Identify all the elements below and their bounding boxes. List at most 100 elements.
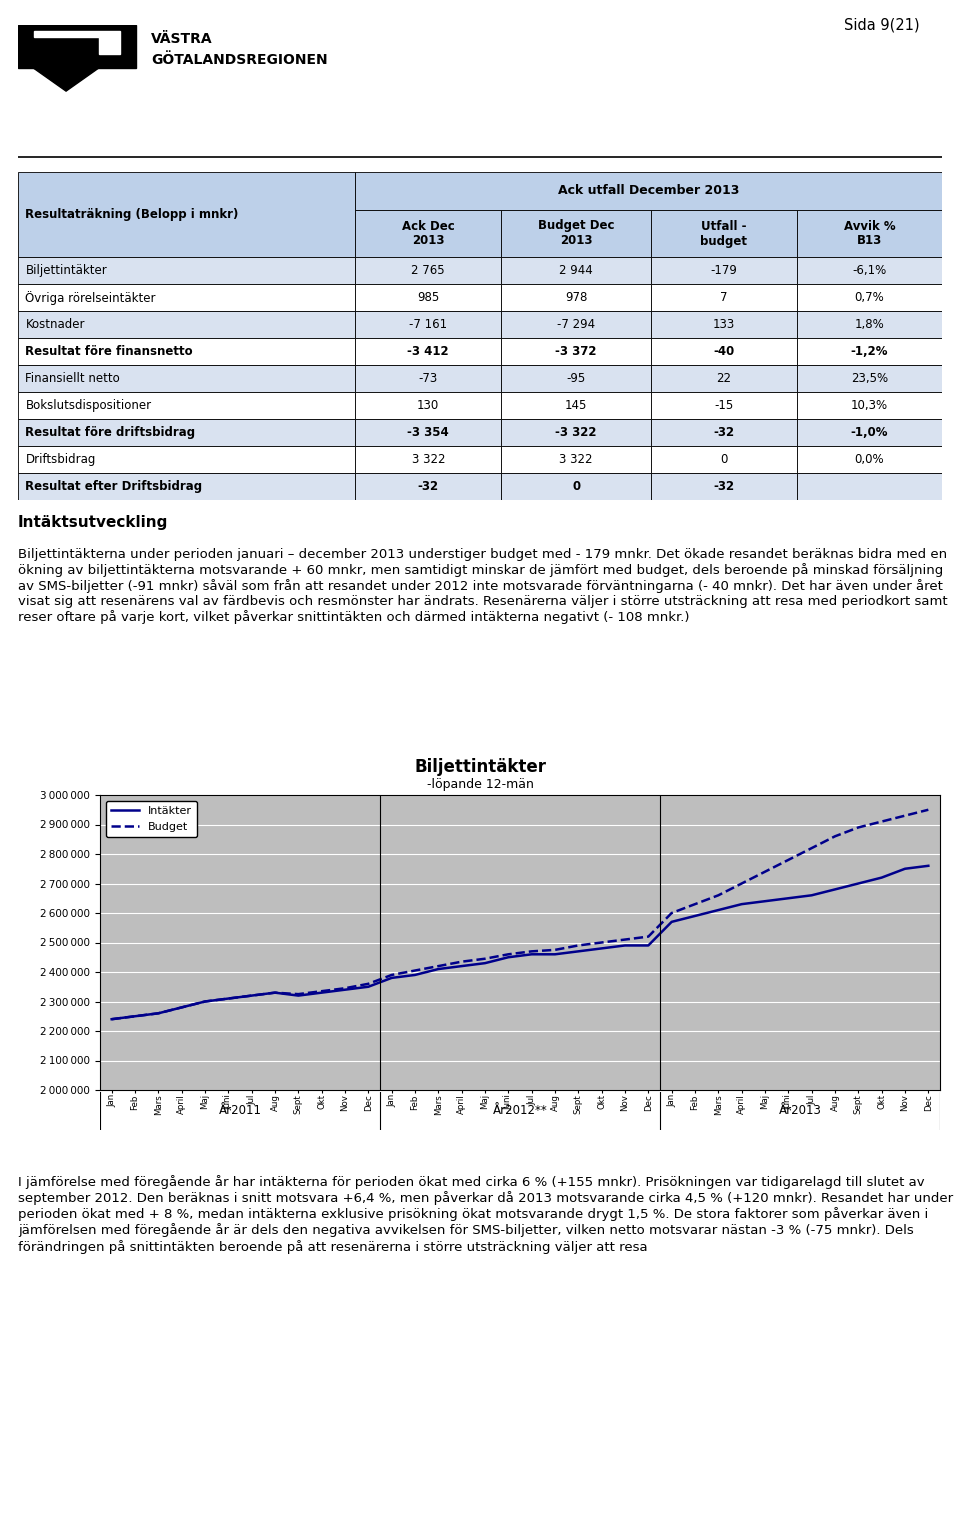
Text: Övriga rörelseintäkter: Övriga rörelseintäkter [25,290,156,304]
Bar [18,172,355,257]
Text: 1,8%: 1,8% [854,318,884,332]
Text: 3 322: 3 322 [412,453,445,465]
Text: -1,0%: -1,0% [851,425,888,439]
Bar [501,419,651,445]
Text: -3 322: -3 322 [555,425,597,439]
Text: 985: 985 [418,292,440,304]
Text: Finansiellt netto: Finansiellt netto [25,372,120,386]
Bar [501,366,651,392]
Text: -32: -32 [418,481,439,493]
Text: 978: 978 [564,292,588,304]
Bar [797,366,942,392]
Bar [501,473,651,501]
Bar [355,338,501,366]
Text: År2012**: År2012** [492,1104,547,1118]
Bar [18,445,355,473]
Bar [501,257,651,284]
Bar [797,257,942,284]
Text: 0: 0 [572,481,580,493]
Text: -3 354: -3 354 [407,425,449,439]
Bar [355,366,501,392]
Bar [797,419,942,445]
Bar [651,445,797,473]
Text: -3 412: -3 412 [407,346,449,358]
Text: 0,0%: 0,0% [854,453,884,465]
Text: Biljettintäkter: Biljettintäkter [25,264,108,278]
Text: Avvik %
B13: Avvik % B13 [844,220,896,247]
Bar [651,392,797,419]
Bar [797,473,942,501]
Bar [355,284,501,312]
Bar [501,210,651,257]
Text: År2013: År2013 [779,1104,822,1118]
Bar [355,445,501,473]
Bar [651,257,797,284]
Bar [651,419,797,445]
Bar [18,284,355,312]
Text: 2 944: 2 944 [560,264,593,278]
Bar [797,210,942,257]
Text: -73: -73 [419,372,438,386]
Text: -32: -32 [713,425,734,439]
Bar [501,312,651,338]
Text: -15: -15 [714,399,733,412]
Legend: Intäkter, Budget: Intäkter, Budget [106,800,198,837]
Bar [797,392,942,419]
Text: Biljettintäkterna under perioden januari – december 2013 understiger budget med : Biljettintäkterna under perioden januari… [18,548,948,625]
Text: 22: 22 [716,372,732,386]
Text: Kostnader: Kostnader [25,318,84,332]
Bar [18,473,355,501]
Text: GÖTALANDSREGIONEN: GÖTALANDSREGIONEN [152,52,328,66]
Bar [651,366,797,392]
Polygon shape [34,68,99,91]
Bar [651,473,797,501]
Text: Biljettintäkter: Biljettintäkter [414,757,546,776]
Text: -179: -179 [710,264,737,278]
Bar [651,312,797,338]
Polygon shape [34,31,120,54]
Bar [18,392,355,419]
Text: -3 372: -3 372 [555,346,597,358]
Bar [797,284,942,312]
Bar [355,392,501,419]
Bar [18,312,355,338]
Text: Ack utfall December 2013: Ack utfall December 2013 [558,184,739,197]
Bar [355,419,501,445]
Bar [355,257,501,284]
Text: 145: 145 [564,399,588,412]
Text: -1,2%: -1,2% [851,346,888,358]
Bar [355,210,501,257]
Text: Resultat före finansnetto: Resultat före finansnetto [25,346,193,358]
Text: Utfall -
budget: Utfall - budget [701,220,748,247]
Polygon shape [18,25,135,68]
Bar [355,473,501,501]
Text: 0: 0 [720,453,728,465]
Text: Sida 9(21): Sida 9(21) [845,18,920,32]
Text: -40: -40 [713,346,734,358]
Text: 133: 133 [713,318,735,332]
Text: -6,1%: -6,1% [852,264,887,278]
Bar [501,338,651,366]
Text: År2011: År2011 [219,1104,261,1118]
Bar [501,445,651,473]
Bar [18,366,355,392]
Bar [355,312,501,338]
Bar [501,284,651,312]
Bar [18,419,355,445]
Text: -7 294: -7 294 [557,318,595,332]
Text: VÄSTRA: VÄSTRA [152,32,213,46]
Bar [651,284,797,312]
Text: Resultat efter Driftsbidrag: Resultat efter Driftsbidrag [25,481,203,493]
Text: 2 765: 2 765 [412,264,445,278]
Text: Intäktsutveckling: Intäktsutveckling [18,515,168,530]
Bar [797,312,942,338]
Text: 3 322: 3 322 [560,453,593,465]
Text: Budget Dec
2013: Budget Dec 2013 [538,220,614,247]
Text: Bokslutsdispositioner: Bokslutsdispositioner [25,399,152,412]
Text: -95: -95 [566,372,586,386]
Text: 10,3%: 10,3% [851,399,888,412]
Bar [18,257,355,284]
Bar [18,338,355,366]
Text: 0,7%: 0,7% [854,292,884,304]
Text: 23,5%: 23,5% [851,372,888,386]
